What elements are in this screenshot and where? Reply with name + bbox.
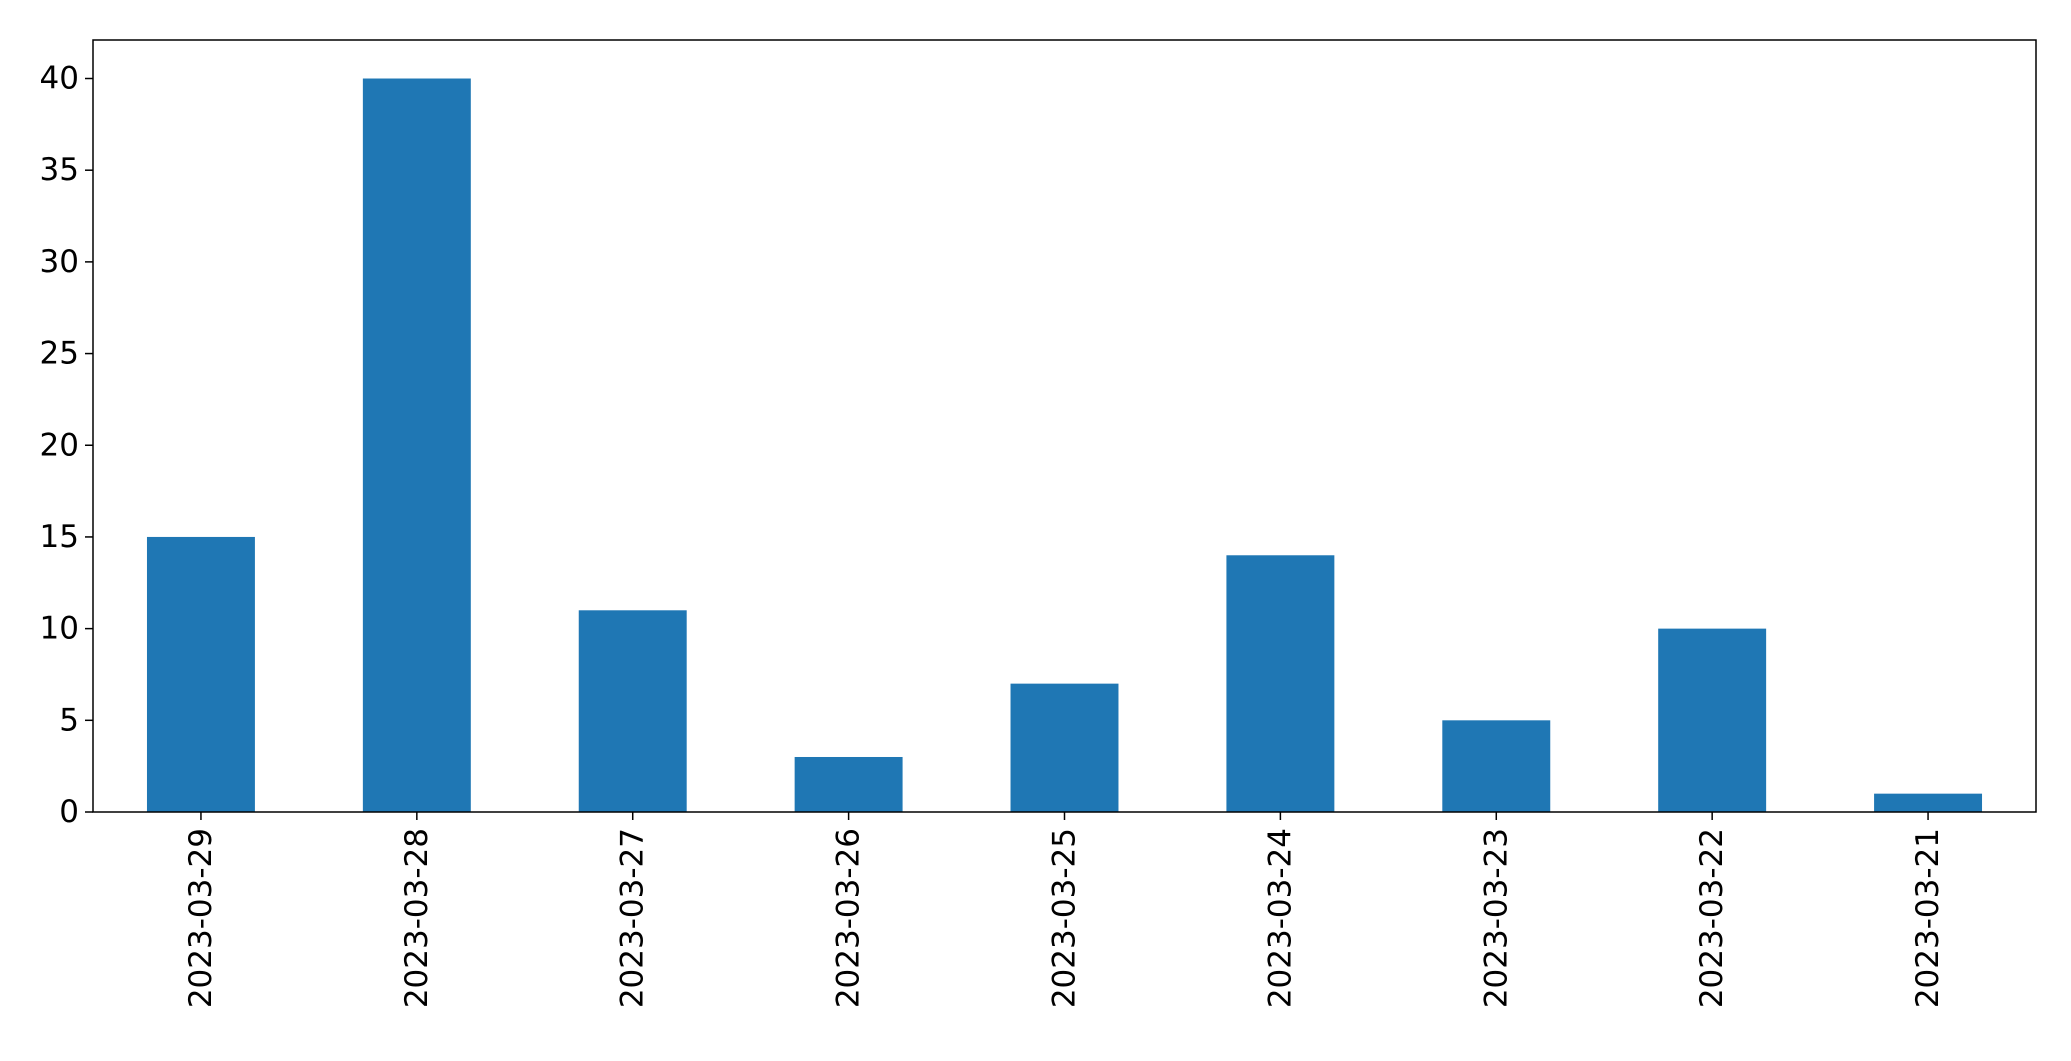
bar-2023-03-29 bbox=[146, 536, 255, 812]
y-tick-label: 20 bbox=[40, 427, 79, 463]
bar-2023-03-26 bbox=[794, 756, 903, 812]
x-axis: 2023-03-29 2023-03-28 2023-03-27 2023-03-26… bbox=[183, 812, 1946, 1008]
y-axis: 0 5 10 15 20 25 30 35 40 bbox=[40, 61, 93, 830]
y-tick-label: 35 bbox=[40, 152, 79, 188]
x-tick-label: 2023-03-27 bbox=[615, 828, 651, 1008]
bar-2023-03-27 bbox=[578, 610, 687, 812]
x-tick-label: 2023-03-22 bbox=[1694, 828, 1730, 1008]
plot-frame bbox=[92, 39, 2037, 813]
x-tick-label: 2023-03-25 bbox=[1047, 828, 1083, 1008]
y-tick-label: 15 bbox=[40, 519, 79, 555]
x-tick-label: 2023-03-28 bbox=[399, 828, 435, 1008]
x-tick-label: 2023-03-23 bbox=[1478, 828, 1514, 1008]
x-tick-label: 2023-03-24 bbox=[1262, 828, 1298, 1008]
y-tick-label: 10 bbox=[40, 611, 79, 647]
bar-2023-03-25 bbox=[1010, 683, 1119, 812]
y-tick-label: 25 bbox=[40, 336, 79, 372]
y-tick-label: 40 bbox=[40, 61, 79, 97]
bar-2023-03-21 bbox=[1874, 793, 1983, 812]
bar-2023-03-23 bbox=[1442, 720, 1551, 812]
bar-2023-03-24 bbox=[1226, 555, 1335, 812]
bar-2023-03-22 bbox=[1658, 628, 1767, 812]
y-tick-label: 30 bbox=[40, 244, 79, 280]
bars-group bbox=[146, 78, 1983, 813]
bar-2023-03-28 bbox=[362, 78, 471, 813]
y-tick-label: 5 bbox=[59, 702, 79, 738]
x-tick-label: 2023-03-21 bbox=[1910, 828, 1946, 1008]
y-tick-label: 0 bbox=[59, 794, 79, 830]
x-tick-label: 2023-03-26 bbox=[831, 828, 867, 1008]
x-tick-label: 2023-03-29 bbox=[183, 828, 219, 1008]
